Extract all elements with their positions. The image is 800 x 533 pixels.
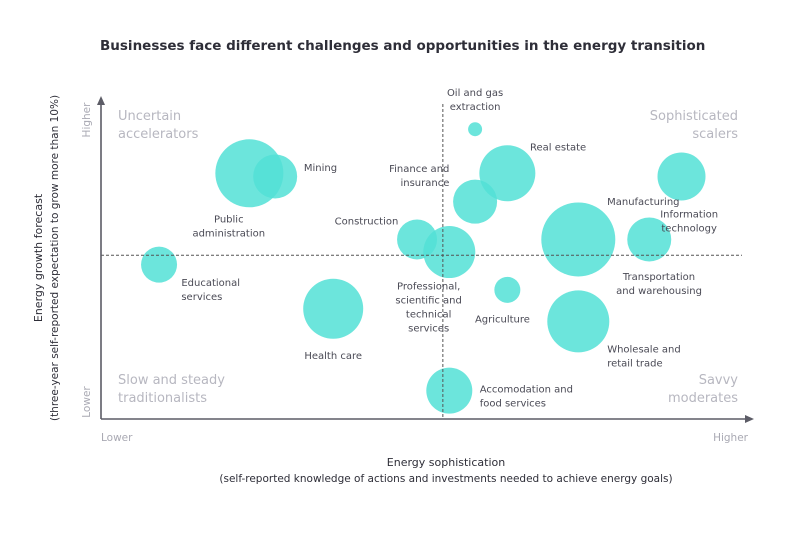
bubble-label-10: Educational services <box>181 278 240 303</box>
bubble-12 <box>303 278 364 339</box>
bubble-label-line: Mining <box>304 163 337 174</box>
bubble-label-line: Educational <box>181 278 240 289</box>
bubble-label-line: Real estate <box>530 143 586 154</box>
bubble-label-line: Transportation <box>622 272 695 283</box>
bubble-label-line: and warehousing <box>616 286 702 297</box>
y-axis-title: Energy growth forecast <box>32 193 45 322</box>
bubble-label-line: Accomodation and <box>480 385 573 396</box>
bubble-3 <box>479 145 536 202</box>
bubble-layer <box>141 122 706 414</box>
bubble-label-line: scientific and <box>395 296 461 307</box>
bubble-label-7: Transportation and warehousing <box>616 272 702 297</box>
bubble-label-14: Accomodation and food services <box>480 385 573 410</box>
bubble-7 <box>627 217 672 262</box>
bubble-9 <box>423 226 476 279</box>
bubble-label-13: Wholesale and retail trade <box>607 344 681 369</box>
bubble-label-line: retail trade <box>607 358 663 369</box>
bubble-label-8: Construction <box>335 216 399 227</box>
bubble-5 <box>541 202 616 277</box>
quadrant-top-right: Sophisticated scalers <box>650 109 738 142</box>
bubble-label-4: Finance and insurance <box>389 164 449 189</box>
bubble-label-line: extraction <box>450 102 501 113</box>
bubble-6 <box>657 152 706 201</box>
bubble-label-line: services <box>408 324 449 335</box>
bubble-label-line: technical <box>406 310 451 321</box>
bubble-label-line: services <box>181 292 222 303</box>
bubble-label-line: Information <box>660 210 718 221</box>
bubble-14 <box>426 367 473 414</box>
bubble-4 <box>453 179 498 224</box>
bubble-label-line: Construction <box>335 216 399 227</box>
bubble-label-line: Manufacturing <box>607 197 679 208</box>
bubble-label-line: administration <box>192 228 265 239</box>
y-tick-higher: Higher <box>81 102 93 138</box>
bubble-2 <box>215 139 284 208</box>
bubble-label-3: Real estate <box>530 143 586 154</box>
y-tick-lower: Lower <box>81 386 93 418</box>
bubble-label-line: Public <box>214 214 244 225</box>
bubble-10 <box>141 246 178 283</box>
x-axis-title: Energy sophistication <box>387 456 505 469</box>
bubble-label-line: Professional, <box>397 282 460 293</box>
bubble-label-line: food services <box>480 399 546 410</box>
x-axis-arrow <box>745 415 754 423</box>
bubble-label-line: Wholesale and <box>607 344 681 355</box>
bubble-label-line: Health care <box>304 351 362 362</box>
bubble-label-line: Oil and gas <box>447 88 503 99</box>
y-axis-arrow <box>97 96 105 105</box>
bubble-11 <box>494 276 521 303</box>
x-axis-subtitle: (self-reported knowledge of actions and … <box>219 473 672 485</box>
bubble-13 <box>547 290 610 353</box>
bubble-label-11: Agriculture <box>475 314 530 325</box>
bubble-label-line: insurance <box>400 178 449 189</box>
bubble-label-line: Finance and <box>389 164 449 175</box>
quadrant-top-left: Uncertain accelerators <box>118 109 199 142</box>
bubble-label-2: Public administration <box>192 214 265 239</box>
bubble-label-9: Professional, scientific and technical serv… <box>395 282 461 335</box>
bubble-label-12: Health care <box>304 351 362 362</box>
bubble-label-1: Mining <box>304 163 337 174</box>
bubble-label-line: technology <box>661 224 717 235</box>
bubble-label-0: Oil and gas extraction <box>447 88 503 113</box>
bubble-0 <box>468 122 483 137</box>
x-tick-lower: Lower <box>101 432 133 444</box>
bubble-label-layer: Oil and gas extraction Mining Public adminis… <box>181 88 718 410</box>
x-tick-higher: Higher <box>713 432 749 444</box>
bubble-label-5: Manufacturing <box>607 197 679 208</box>
quadrant-bottom-right: Savvy moderates <box>668 373 738 406</box>
chart-title: Businesses face different challenges and… <box>100 38 705 54</box>
bubble-label-line: Agriculture <box>475 314 530 325</box>
quadrant-bottom-left: Slow and steady traditionalists <box>118 373 225 406</box>
bubble-label-6: Information technology <box>660 210 718 235</box>
y-axis-subtitle: (three-year self-reported expectation to… <box>49 95 61 421</box>
